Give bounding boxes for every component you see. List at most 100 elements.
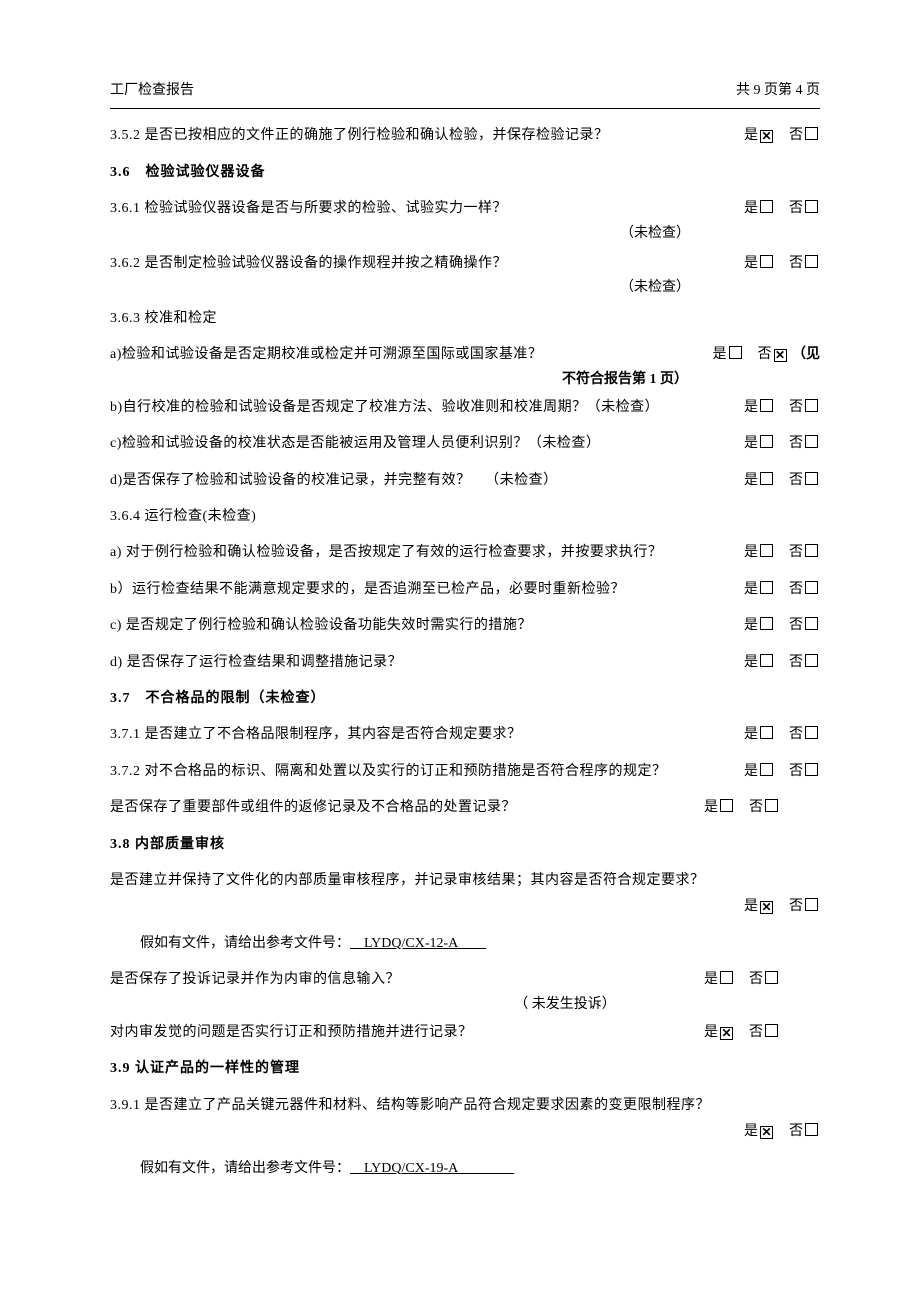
sect-3-9: 3.9 认证产品的一样性的管理: [110, 1058, 820, 1080]
q-3-6-4-d: d) 是否保存了运行检查结果和调整措施记录？是 否: [110, 652, 820, 674]
note-3-8-2: （ 未发生投诉）: [110, 994, 820, 1016]
q-3-7-3: 是否保存了重要部件或组件的返修记录及不合格品的处置记录？是 否: [110, 797, 820, 819]
file-label: 假如有文件，请给出参考文件号：: [140, 1161, 350, 1176]
q-3-8-1: 是否建立并保持了文件化的内部质量审核程序，并记录审核结果；其内容是否符合规定要求…: [110, 870, 820, 892]
checkbox-empty[interactable]: [760, 544, 773, 557]
question-text: 是否建立并保持了文件化的内部质量审核程序，并记录审核结果；其内容是否符合规定要求…: [110, 870, 820, 892]
yes-label: 是: [744, 545, 758, 560]
checkbox-empty[interactable]: [805, 544, 818, 557]
yes-label: 是: [744, 436, 758, 451]
checkbox-empty[interactable]: [729, 346, 742, 359]
file-value: LYDQ/CX-19-A: [350, 1158, 514, 1180]
no-label: 否: [749, 1025, 763, 1040]
no-label: 否: [789, 128, 803, 143]
checkbox-empty[interactable]: [805, 654, 818, 667]
no-label: 否: [789, 201, 803, 216]
yes-no-group: 是 否: [744, 724, 820, 746]
question-text: b）运行检查结果不能满意规定要求的，是否追溯至已检产品，必要时重新检验？: [110, 579, 736, 601]
no-label: 否: [789, 256, 803, 271]
question-text: 3.6.2 是否制定检验试验仪器设备的操作规程并按之精确操作？: [110, 253, 736, 275]
file-3-9: 假如有文件，请给出参考文件号： LYDQ/CX-19-A: [140, 1158, 820, 1180]
checkbox-empty[interactable]: [805, 581, 818, 594]
checkbox-empty[interactable]: [760, 654, 773, 667]
checkbox-empty[interactable]: [765, 799, 778, 812]
checkbox-empty[interactable]: [765, 1024, 778, 1037]
header-title: 工厂检查报告: [110, 80, 194, 102]
yes-no-group: 是 否: [744, 470, 820, 492]
yes-no-group: 是 否: [744, 652, 820, 674]
yes-no-group: 是 否✕ （见: [713, 344, 821, 366]
note-3-6-2: （未检查）: [110, 277, 820, 299]
checkbox-empty[interactable]: [760, 200, 773, 213]
q-3-6-3-c: c)检验和试验设备的校准状态是否能被运用及管理人员便利识别？（未检查）是 否: [110, 433, 820, 455]
q-3-7-1: 3.7.1 是否建立了不合格品限制程序，其内容是否符合规定要求？是 否: [110, 724, 820, 746]
question-text: a) 对于例行检验和确认检验设备，是否按规定了有效的运行检查要求，并按要求执行？: [110, 542, 736, 564]
checkbox-checked[interactable]: ✕: [720, 1027, 733, 1040]
checkbox-empty[interactable]: [805, 726, 818, 739]
yes-no-group: 是✕ 否: [704, 1022, 780, 1044]
yes-no-group: 是 否: [744, 253, 820, 275]
sect-3-6: 3.6 检验试验仪器设备: [110, 162, 820, 184]
checkbox-empty[interactable]: [805, 127, 818, 140]
question-text: 3.6.4 运行检查(未检查): [110, 506, 820, 528]
question-text: d)是否保存了检验和试验设备的校准记录，并完整有效？ （未检查）: [110, 470, 736, 492]
checkbox-empty[interactable]: [805, 255, 818, 268]
ncr-note: 不符合报告第 1 页）: [110, 369, 820, 391]
sect-3-8: 3.8 内部质量审核: [110, 834, 820, 856]
q-3-6-4-c: c) 是否规定了例行检验和确认检验设备功能失效时需实行的措施？是 否: [110, 615, 820, 637]
header-page: 共 9 页第 4 页: [736, 80, 820, 102]
checkbox-checked[interactable]: ✕: [760, 1126, 773, 1139]
q-3-6-1: 3.6.1 检验试验仪器设备是否与所要求的检验、试验实力一样？ 是 否: [110, 198, 820, 220]
yes-no-group: 是 否: [744, 198, 820, 220]
checkbox-checked[interactable]: ✕: [760, 130, 773, 143]
checkbox-empty[interactable]: [760, 435, 773, 448]
yes-label: 是: [744, 128, 758, 143]
q-3-6-4-a: a) 对于例行检验和确认检验设备，是否按规定了有效的运行检查要求，并按要求执行？…: [110, 542, 820, 564]
question-text: c)检验和试验设备的校准状态是否能被运用及管理人员便利识别？（未检查）: [110, 433, 736, 455]
checkbox-empty[interactable]: [760, 726, 773, 739]
trail-text: （见: [789, 347, 821, 362]
yes-label: 是: [704, 1025, 718, 1040]
checkbox-empty[interactable]: [760, 763, 773, 776]
question-text: c) 是否规定了例行检验和确认检验设备功能失效时需实行的措施？: [110, 615, 736, 637]
question-text: 3.6.1 检验试验仪器设备是否与所要求的检验、试验实力一样？: [110, 198, 736, 220]
checkbox-empty[interactable]: [805, 435, 818, 448]
checkbox-checked[interactable]: ✕: [760, 901, 773, 914]
checkbox-empty[interactable]: [805, 1123, 818, 1136]
file-value: LYDQ/CX-12-A: [350, 933, 486, 955]
checkbox-empty[interactable]: [805, 399, 818, 412]
checkbox-empty[interactable]: [805, 200, 818, 213]
question-text: 3.5.2 是否已按相应的文件正的确施了例行检验和确认检验，并保存检验记录？: [110, 125, 736, 147]
yes-no-group: 是 否: [744, 397, 820, 419]
q-3-6-3-d: d)是否保存了检验和试验设备的校准记录，并完整有效？ （未检查） 是 否: [110, 470, 820, 492]
checkbox-empty[interactable]: [760, 617, 773, 630]
no-label: 否: [789, 582, 803, 597]
yes-label: 是: [744, 582, 758, 597]
checkbox-empty[interactable]: [760, 399, 773, 412]
question-text: a)检验和试验设备是否定期校准或检定并可溯源至国际或国家基准？: [110, 344, 705, 366]
no-label: 否: [749, 972, 763, 987]
checkbox-empty[interactable]: [805, 763, 818, 776]
no-label: 否: [749, 800, 763, 815]
q-3-5-2: 3.5.2 是否已按相应的文件正的确施了例行检验和确认检验，并保存检验记录？ 是✕…: [110, 125, 820, 147]
checkbox-empty[interactable]: [760, 255, 773, 268]
checkbox-empty[interactable]: [805, 617, 818, 630]
yes-label: 是: [744, 473, 758, 488]
checkbox-empty[interactable]: [720, 799, 733, 812]
yes-no-group: 是 否: [744, 761, 820, 783]
no-label: 否: [789, 473, 803, 488]
checkbox-empty[interactable]: [805, 898, 818, 911]
checkbox-empty[interactable]: [765, 971, 778, 984]
no-label: 否: [789, 618, 803, 633]
yes-label: 是: [704, 972, 718, 987]
checkbox-checked[interactable]: ✕: [774, 349, 787, 362]
yes-label: 是: [744, 655, 758, 670]
checkbox-empty[interactable]: [805, 472, 818, 485]
no-label: 否: [789, 545, 803, 560]
checkbox-empty[interactable]: [760, 472, 773, 485]
sect-3-7: 3.7 不合格品的限制（未检查）: [110, 688, 820, 710]
q-3-6-3: 3.6.3 校准和检定: [110, 308, 820, 330]
question-text: b)自行校准的检验和试验设备是否规定了校准方法、验收准则和校准周期？（未检查）: [110, 397, 736, 419]
checkbox-empty[interactable]: [720, 971, 733, 984]
checkbox-empty[interactable]: [760, 581, 773, 594]
